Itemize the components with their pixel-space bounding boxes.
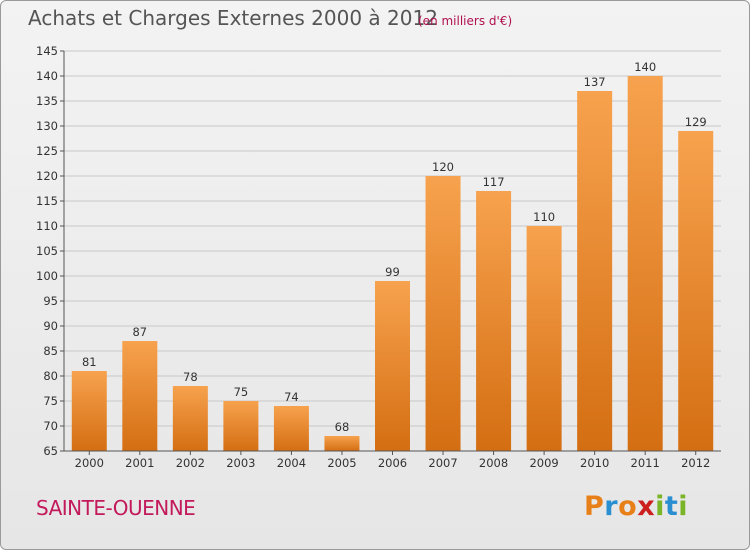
logo-letter: P bbox=[584, 491, 605, 522]
bar-2008 bbox=[476, 191, 512, 451]
data-label-2007: 120 bbox=[432, 160, 454, 174]
x-tick-label: 2009 bbox=[529, 456, 558, 470]
bar-2011 bbox=[627, 76, 663, 451]
logo-letter: i bbox=[655, 491, 665, 522]
bar-2002 bbox=[172, 386, 208, 451]
x-tick-label: 2012 bbox=[681, 456, 710, 470]
data-label-2006: 99 bbox=[385, 265, 400, 279]
data-label-2008: 117 bbox=[483, 175, 505, 189]
y-tick-label: 130 bbox=[36, 119, 58, 133]
data-label-2010: 137 bbox=[584, 75, 606, 89]
commune-name: SAINTE-OUENNE bbox=[36, 496, 196, 520]
y-tick-label: 135 bbox=[36, 94, 58, 108]
x-tick-label: 2011 bbox=[631, 456, 660, 470]
x-tick-label: 2010 bbox=[580, 456, 609, 470]
y-tick-label: 70 bbox=[43, 419, 58, 433]
x-tick-label: 2002 bbox=[176, 456, 205, 470]
bar-2007 bbox=[425, 176, 461, 451]
y-tick-label: 105 bbox=[36, 244, 58, 258]
bar-2010 bbox=[577, 91, 613, 451]
y-tick-label: 75 bbox=[43, 394, 58, 408]
data-label-2011: 140 bbox=[634, 60, 656, 74]
x-tick-label: 2003 bbox=[226, 456, 255, 470]
y-tick-label: 80 bbox=[43, 369, 58, 383]
x-tick-label: 2008 bbox=[479, 456, 508, 470]
logo-letter: o bbox=[618, 491, 638, 522]
data-label-2005: 68 bbox=[335, 420, 350, 434]
data-label-2001: 87 bbox=[132, 325, 147, 339]
bar-2005 bbox=[324, 436, 360, 451]
data-label-2009: 110 bbox=[533, 210, 555, 224]
y-tick-label: 120 bbox=[36, 169, 58, 183]
bar-2006 bbox=[375, 281, 410, 451]
y-tick-label: 65 bbox=[43, 444, 58, 458]
x-tick-label: 2006 bbox=[378, 456, 407, 470]
bar-2000 bbox=[71, 371, 107, 451]
bar-2004 bbox=[273, 406, 309, 451]
proxiti-logo[interactable]: Proxiti bbox=[584, 491, 688, 522]
data-label-2002: 78 bbox=[183, 370, 198, 384]
logo-letter: i bbox=[678, 491, 689, 522]
bar-2003 bbox=[223, 401, 259, 451]
x-tick-label: 2001 bbox=[125, 456, 154, 470]
x-axis: 2000 2001 2002 2003 2004 2005 2006 2007 2008 2009… bbox=[64, 450, 721, 470]
y-axis: 65 70 75 80 85 90 95 100 105 110 115 120 125 130 135 14… bbox=[36, 44, 65, 458]
bars-group: 81 87 78 75 74 68 99 120 117 110 137 140 129 bbox=[71, 60, 714, 451]
y-tick-label: 90 bbox=[43, 319, 58, 333]
data-label-2004: 74 bbox=[284, 390, 299, 404]
y-tick-label: 115 bbox=[36, 194, 58, 208]
data-label-2012: 129 bbox=[685, 115, 707, 129]
y-tick-label: 110 bbox=[36, 219, 58, 233]
y-tick-label: 95 bbox=[43, 294, 58, 308]
chart-title: Achats et Charges Externes 2000 à 2012 bbox=[28, 6, 438, 30]
y-tick-label: 100 bbox=[36, 269, 58, 283]
data-label-2000: 81 bbox=[82, 355, 97, 369]
bar-2012 bbox=[678, 131, 714, 451]
y-tick-label: 140 bbox=[36, 69, 58, 83]
bar-2009 bbox=[526, 226, 562, 451]
y-tick-label: 85 bbox=[43, 344, 58, 358]
x-tick-label: 2000 bbox=[75, 456, 104, 470]
x-tick-label: 2004 bbox=[277, 456, 306, 470]
y-tick-label: 145 bbox=[36, 44, 58, 58]
chart-subtitle: (en milliers d'€) bbox=[418, 14, 513, 28]
bar-2001 bbox=[122, 341, 158, 451]
logo-letter: r bbox=[604, 491, 619, 522]
y-tick-label: 125 bbox=[36, 144, 58, 158]
logo-letter: t bbox=[664, 491, 679, 522]
logo-letter: x bbox=[637, 491, 656, 522]
data-label-2003: 75 bbox=[234, 385, 249, 399]
x-tick-label: 2005 bbox=[327, 456, 356, 470]
x-tick-label: 2007 bbox=[428, 456, 457, 470]
